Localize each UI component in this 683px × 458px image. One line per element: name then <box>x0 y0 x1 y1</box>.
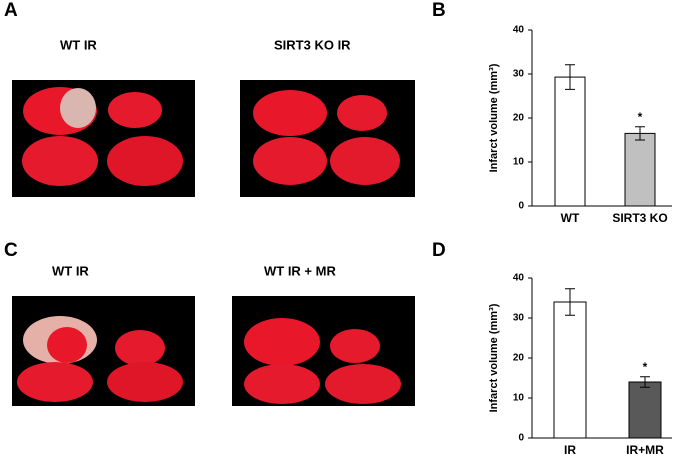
y-axis-label: Infarct volume (mm³) <box>488 63 500 172</box>
brain-photo <box>12 296 195 406</box>
x-tick-label: IR <box>564 443 576 457</box>
y-tick-label: 40 <box>513 273 525 284</box>
x-tick-label: SIRT3 KO <box>612 211 667 225</box>
image-caption: WT IR <box>60 37 97 52</box>
bar <box>554 76 586 207</box>
y-tick-label: 40 <box>513 25 525 36</box>
y-tick-label: 10 <box>513 157 525 168</box>
y-tick-label: 30 <box>513 313 525 324</box>
error-bar <box>635 126 645 141</box>
brain-photo <box>12 80 195 197</box>
error-bar <box>565 288 575 316</box>
significance-marker: * <box>638 110 643 124</box>
y-tick-label: 0 <box>518 201 524 212</box>
bar <box>624 132 656 207</box>
brain-photo <box>240 80 415 197</box>
y-tick-label: 10 <box>513 393 525 404</box>
panel-label: B <box>432 0 446 21</box>
y-tick-label: 20 <box>513 113 525 124</box>
panel-label: D <box>432 240 446 261</box>
x-tick-label: IR+MR <box>626 443 664 457</box>
image-caption: WT IR <box>52 263 89 278</box>
brain-photo <box>232 296 415 406</box>
significance-marker: * <box>643 360 648 374</box>
bar <box>553 301 587 439</box>
panel-label: C <box>4 240 18 261</box>
error-bar <box>565 64 575 90</box>
y-tick-label: 20 <box>513 353 525 364</box>
panel-label: A <box>4 0 18 21</box>
y-tick-label: 30 <box>513 69 525 80</box>
error-bar <box>640 376 650 388</box>
bar <box>628 381 662 439</box>
y-tick-label: 0 <box>518 433 524 444</box>
image-caption: SIRT3 KO IR <box>274 37 351 52</box>
y-axis-label: Infarct volume (mm³) <box>488 303 500 412</box>
image-caption: WT IR + MR <box>264 263 336 278</box>
x-tick-label: WT <box>561 211 580 225</box>
